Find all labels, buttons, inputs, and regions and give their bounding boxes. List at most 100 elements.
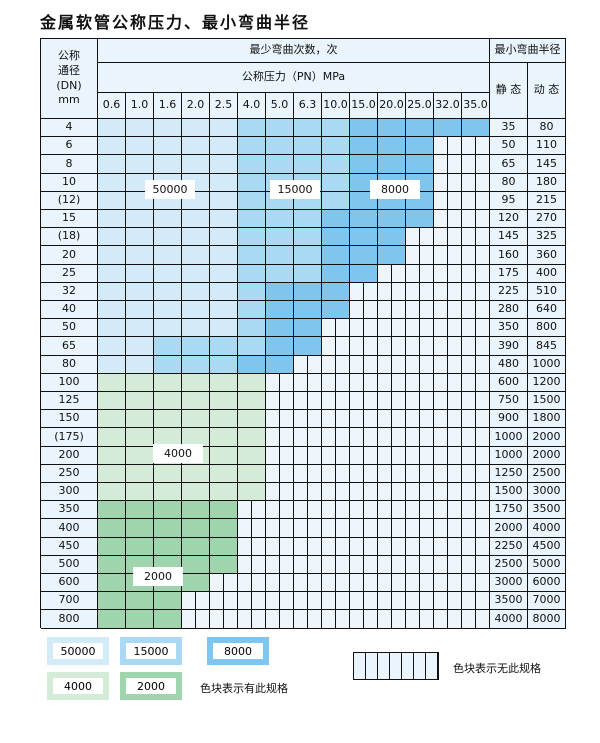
- spec-cell: [98, 373, 126, 392]
- no-spec-cell: [434, 228, 462, 247]
- spec-cell: [154, 119, 182, 138]
- static-radius-cell: 3000: [490, 574, 528, 593]
- pn-header: 1.6: [154, 93, 182, 119]
- static-radius-cell: 1500: [490, 483, 528, 502]
- no-spec-cell: [434, 464, 462, 483]
- static-radius-cell: 2500: [490, 555, 528, 574]
- no-spec-cell: [462, 191, 490, 210]
- spec-cell: [154, 264, 182, 283]
- no-spec-cell: [210, 592, 238, 611]
- no-spec-cell: [406, 537, 434, 556]
- no-spec-cell: [294, 555, 322, 574]
- spec-cell: [154, 282, 182, 301]
- spec-cell: [210, 537, 238, 556]
- spec-cell: [182, 464, 210, 483]
- spec-cell: [98, 610, 126, 629]
- no-spec-cell: [294, 574, 322, 593]
- no-spec-cell: [322, 428, 350, 447]
- pn-header: 2.0: [182, 93, 210, 119]
- no-spec-cell: [350, 428, 378, 447]
- no-spec-cell: [350, 555, 378, 574]
- spec-cell: [154, 501, 182, 520]
- static-radius-cell: 1250: [490, 464, 528, 483]
- header-dn: 公称 通径 (DN) mm: [41, 39, 98, 119]
- no-spec-cell: [378, 574, 406, 593]
- no-spec-cell: [406, 410, 434, 429]
- spec-cell: [126, 355, 154, 374]
- header-bend-count: 最少弯曲次数，次: [98, 39, 490, 63]
- spec-cell: [154, 246, 182, 265]
- dn-cell: 4: [41, 119, 98, 138]
- no-spec-cell: [462, 428, 490, 447]
- no-spec-cell: [350, 319, 378, 338]
- spec-cell: [322, 282, 350, 301]
- no-spec-cell: [322, 501, 350, 520]
- static-radius-cell: 50: [490, 137, 528, 156]
- no-spec-cell: [238, 592, 266, 611]
- spec-cell: [182, 574, 210, 593]
- spec-cell: [154, 355, 182, 374]
- dn-cell: 450: [41, 537, 98, 556]
- spec-cell: [210, 191, 238, 210]
- dynamic-radius-cell: 3000: [528, 483, 566, 502]
- no-spec-cell: [350, 501, 378, 520]
- spec-cell: [98, 301, 126, 320]
- dynamic-radius-cell: 2000: [528, 428, 566, 447]
- pn-header: 35.0: [462, 93, 490, 119]
- spec-cell: [182, 537, 210, 556]
- legend-15000: 15000: [120, 637, 182, 665]
- dn-cell: 150: [41, 410, 98, 429]
- dn-cell: 40: [41, 301, 98, 320]
- no-spec-cell: [182, 592, 210, 611]
- no-spec-cell: [350, 392, 378, 411]
- no-spec-cell: [378, 537, 406, 556]
- no-spec-cell: [294, 464, 322, 483]
- spec-cell: [126, 428, 154, 447]
- no-spec-cell: [406, 483, 434, 502]
- no-spec-cell: [322, 337, 350, 356]
- no-spec-cell: [462, 282, 490, 301]
- spec-cell: [238, 483, 266, 502]
- spec-cell: [322, 301, 350, 320]
- dynamic-radius-cell: 640: [528, 301, 566, 320]
- pn-header: 2.5: [210, 93, 238, 119]
- no-spec-cell: [350, 337, 378, 356]
- no-spec-cell: [350, 537, 378, 556]
- spec-cell: [210, 210, 238, 229]
- no-spec-cell: [434, 428, 462, 447]
- spec-cell: [98, 337, 126, 356]
- no-spec-cell: [378, 501, 406, 520]
- no-spec-cell: [434, 246, 462, 265]
- pn-header: 10.0: [322, 93, 350, 119]
- spec-cell: [98, 574, 126, 593]
- spec-cell: [126, 373, 154, 392]
- no-spec-cell: [350, 446, 378, 465]
- no-spec-cell: [434, 282, 462, 301]
- no-spec-cell: [238, 537, 266, 556]
- no-spec-cell: [434, 373, 462, 392]
- spec-cell: [462, 119, 490, 138]
- no-spec-cell: [266, 373, 294, 392]
- no-spec-cell: [406, 555, 434, 574]
- spec-cell: [154, 210, 182, 229]
- no-spec-cell: [462, 246, 490, 265]
- no-spec-cell: [434, 501, 462, 520]
- spec-cell: [238, 137, 266, 156]
- no-spec-cell: [462, 264, 490, 283]
- spec-cell: [294, 210, 322, 229]
- page-title: 金属软管公称压力、最小弯曲半径: [40, 13, 311, 32]
- no-spec-cell: [238, 519, 266, 538]
- no-spec-cell: [406, 446, 434, 465]
- no-spec-cell: [322, 483, 350, 502]
- no-spec-cell: [434, 519, 462, 538]
- no-spec-cell: [406, 392, 434, 411]
- spec-cell: [294, 337, 322, 356]
- dynamic-radius-cell: 8000: [528, 610, 566, 629]
- no-spec-cell: [378, 319, 406, 338]
- spec-cell: [294, 155, 322, 174]
- spec-cell: [154, 373, 182, 392]
- spec-cell: [98, 173, 126, 192]
- no-spec-cell: [350, 483, 378, 502]
- spec-cell: [378, 246, 406, 265]
- no-spec-cell: [406, 264, 434, 283]
